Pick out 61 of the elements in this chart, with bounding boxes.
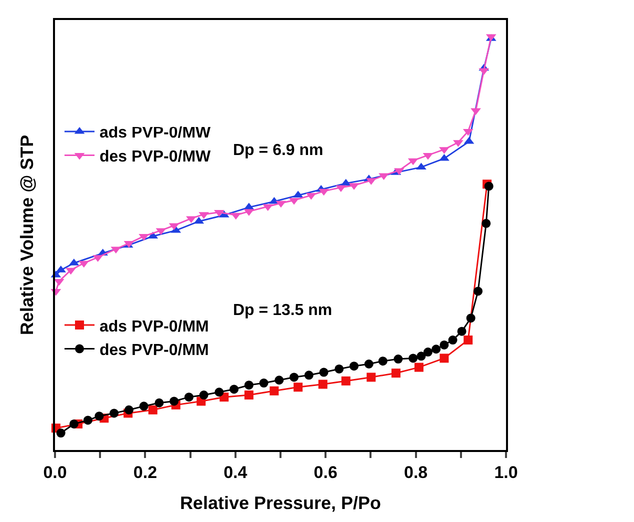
point [294,382,303,392]
point [432,344,441,354]
point [124,405,134,414]
point [259,378,268,388]
point [464,336,473,345]
point [244,390,254,400]
point [244,380,254,390]
point [274,376,284,385]
point [69,419,78,428]
point [364,360,374,368]
point [408,354,418,363]
point [94,412,104,421]
point [423,348,432,357]
point [416,352,426,361]
point [474,286,483,296]
point [350,362,359,371]
point [184,392,194,402]
point [270,386,279,396]
legend-label: ads PVP-0/MM [100,318,209,336]
legend-label: des PVP-0/MW [100,148,212,166]
point [56,428,66,438]
x-tick-label: 0.4 [224,463,248,482]
point [341,376,350,386]
annotation: Dp = 6.9 nm [233,142,324,159]
point [378,356,388,366]
x-tick-label: 0.8 [404,463,428,482]
y-axis-title: Relative Volume @ STP [16,134,37,336]
point [110,408,119,418]
point [154,398,164,408]
point [290,372,299,382]
x-tick-label: 0.0 [43,463,67,482]
point [448,336,458,345]
point [199,390,208,400]
point [391,368,400,378]
annotation: Dp = 13.5 nm [233,302,332,319]
point [148,405,158,414]
point [414,362,424,372]
point [83,416,92,425]
point [482,218,491,228]
point [139,402,148,411]
point [230,384,239,394]
x-tick-label: 0.6 [314,463,338,482]
point [318,380,328,389]
point [319,368,328,377]
x-axis-title: Relative Pressure, P/Po [180,492,382,513]
point [466,314,476,323]
point [470,108,481,116]
point [170,396,179,406]
point [394,354,403,364]
point [440,340,449,350]
point [66,268,76,275]
point [440,354,449,363]
point [304,370,314,380]
point [318,188,329,196]
x-tick-label: 0.2 [133,463,158,482]
legend-label: des PVP-0/MM [100,342,209,360]
point [366,372,376,382]
point [457,326,466,336]
point [334,364,344,374]
point [214,388,224,397]
x-tick-label: 1.0 [494,463,518,482]
